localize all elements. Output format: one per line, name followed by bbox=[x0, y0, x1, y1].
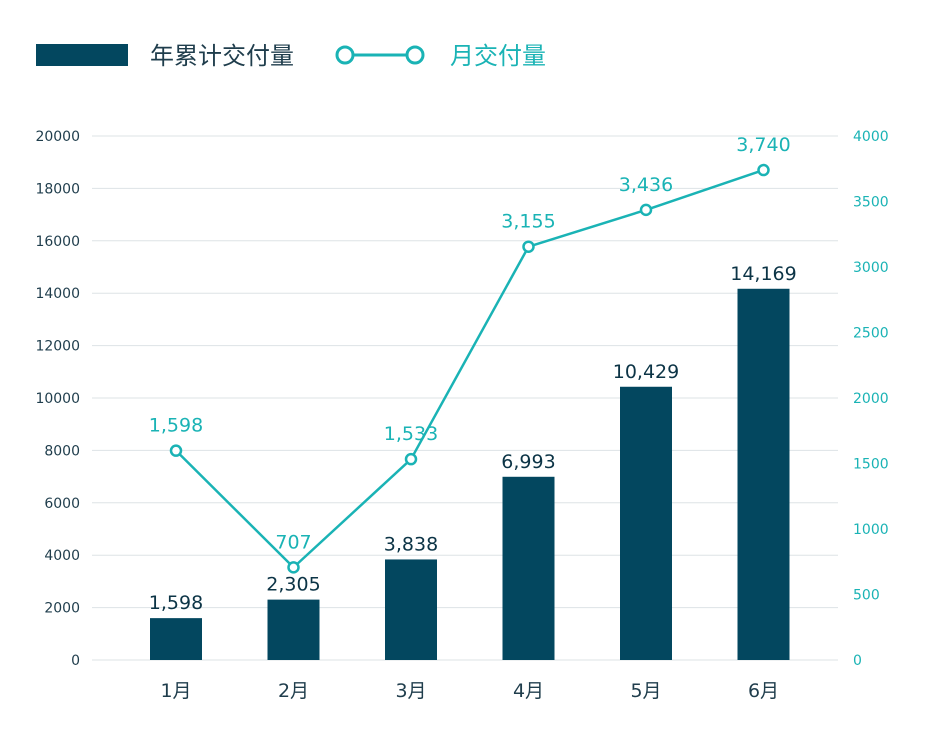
legend-line-marker-right bbox=[405, 45, 425, 65]
x-axis-tick-label: 2月 bbox=[278, 680, 309, 702]
x-axis-tick-label: 5月 bbox=[630, 680, 661, 702]
left-axis-tick-label: 10000 bbox=[35, 391, 80, 407]
legend-line-label: 月交付量 bbox=[450, 42, 546, 70]
left-axis-tick-label: 20000 bbox=[35, 129, 80, 145]
line-point bbox=[404, 452, 418, 466]
right-axis-tick-label: 4000 bbox=[853, 129, 889, 145]
gridlines bbox=[92, 135, 838, 661]
line-series bbox=[169, 163, 770, 574]
left-axis-tick-label: 0 bbox=[71, 653, 80, 669]
bar-value-label: 10,429 bbox=[613, 361, 679, 383]
left-axis-tick-label: 8000 bbox=[44, 443, 80, 459]
x-axis-tick-label: 4月 bbox=[513, 680, 544, 702]
line-value-label: 1,598 bbox=[149, 415, 203, 437]
left-y-axis: 0 2000 4000 6000 8000 10000 12000 14000 16000 180… bbox=[35, 129, 80, 669]
bar-value-label: 3,838 bbox=[384, 533, 438, 555]
bar bbox=[150, 618, 202, 660]
bar-value-label: 6,993 bbox=[501, 451, 555, 473]
left-axis-tick-label: 16000 bbox=[35, 234, 80, 250]
right-axis-tick-label: 2500 bbox=[853, 326, 889, 342]
line-value-label: 3,436 bbox=[619, 174, 673, 196]
line-point bbox=[522, 240, 535, 253]
x-axis: 1月 2月 3月 4月 5月 6月 bbox=[160, 680, 779, 702]
right-axis-tick-label: 500 bbox=[853, 588, 880, 604]
bar bbox=[737, 288, 790, 660]
left-axis-tick-label: 12000 bbox=[35, 339, 80, 355]
right-axis-tick-label: 0 bbox=[853, 653, 862, 669]
line-value-label: 3,155 bbox=[501, 211, 555, 233]
bar bbox=[267, 599, 320, 660]
line-point bbox=[639, 203, 653, 217]
bar-series bbox=[150, 288, 790, 660]
x-axis-tick-label: 6月 bbox=[748, 680, 779, 702]
line-value-label: 3,740 bbox=[736, 134, 790, 156]
line-point bbox=[169, 444, 183, 457]
left-axis-tick-label: 6000 bbox=[44, 496, 80, 512]
right-axis-tick-label: 1000 bbox=[853, 522, 889, 538]
x-axis-tick-label: 3月 bbox=[395, 680, 426, 702]
bar bbox=[502, 476, 555, 660]
bar-value-label: 2,305 bbox=[266, 574, 320, 596]
left-axis-tick-label: 18000 bbox=[35, 181, 80, 197]
legend-bar-swatch bbox=[36, 44, 128, 66]
legend: 年累计交付量 月交付量 bbox=[36, 42, 546, 70]
line-point bbox=[757, 163, 770, 177]
right-y-axis: 0 500 1000 1500 2000 2500 3000 3500 4000 bbox=[853, 129, 889, 669]
x-axis-tick-label: 1月 bbox=[160, 680, 191, 702]
legend-bar-label: 年累计交付量 bbox=[150, 42, 294, 70]
legend-line-marker-left bbox=[335, 45, 355, 65]
line-data-labels: 1,598 707 1,533 3,155 3,436 3,740 bbox=[149, 134, 791, 553]
line-point bbox=[287, 561, 300, 574]
left-axis-tick-label: 4000 bbox=[44, 548, 80, 564]
line-value-label: 707 bbox=[275, 531, 311, 553]
bar-value-label: 1,598 bbox=[149, 592, 203, 614]
left-axis-tick-label: 2000 bbox=[44, 601, 80, 617]
bar bbox=[385, 559, 437, 660]
right-axis-tick-label: 3500 bbox=[853, 195, 889, 211]
bar-data-labels: 1,598 2,305 3,838 6,993 10,429 14,169 bbox=[149, 263, 797, 614]
right-axis-tick-label: 2000 bbox=[853, 391, 889, 407]
right-axis-tick-label: 1500 bbox=[853, 457, 889, 473]
line-value-label: 1,533 bbox=[384, 423, 438, 445]
left-axis-tick-label: 14000 bbox=[35, 286, 80, 302]
right-axis-tick-label: 3000 bbox=[853, 260, 889, 276]
bar bbox=[620, 386, 672, 660]
bar-value-label: 14,169 bbox=[730, 263, 796, 285]
line-path bbox=[175, 168, 764, 569]
